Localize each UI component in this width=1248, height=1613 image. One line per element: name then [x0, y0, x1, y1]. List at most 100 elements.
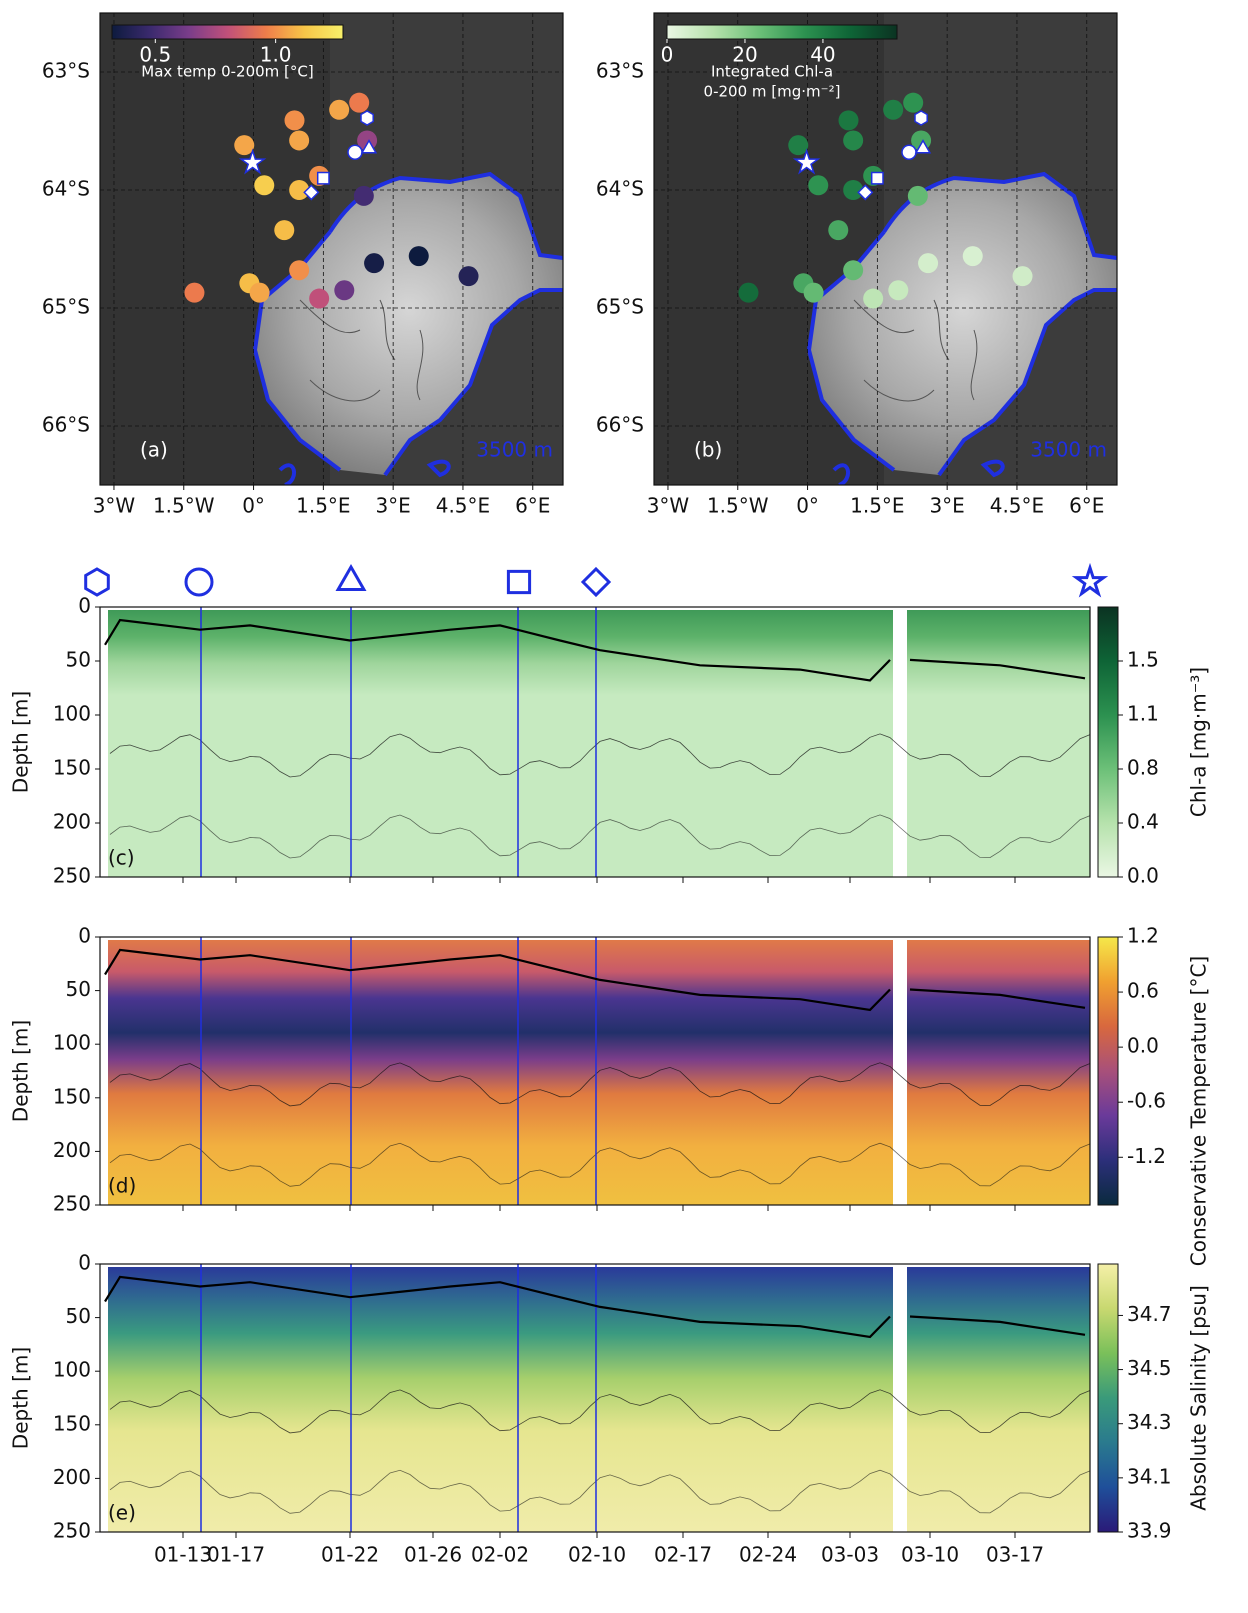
data-gap — [893, 1264, 907, 1532]
y-tick-label: 100 — [53, 1358, 91, 1382]
station-marker — [914, 110, 928, 126]
y-tick-label: 64°S — [596, 177, 644, 201]
x-tick-label: 0° — [796, 494, 819, 518]
track-point — [883, 99, 904, 120]
panel-label: (d) — [108, 1174, 136, 1198]
x-tick-label: 02-02 — [471, 1543, 529, 1567]
colorbar-tick-label: 1.1 — [1127, 702, 1159, 726]
track-point — [962, 246, 983, 267]
colorbar-tick-label: 0.6 — [1127, 979, 1159, 1003]
colorbar — [1097, 1263, 1119, 1533]
track-point — [254, 175, 275, 196]
x-tick-label: 1.5°W — [153, 494, 215, 518]
colorbar-tick-label: -0.6 — [1127, 1089, 1166, 1113]
y-axis-label: Depth [m] — [9, 691, 33, 793]
y-tick-label: 66°S — [596, 413, 644, 437]
panel-label: (a) — [140, 438, 168, 462]
track-point — [349, 92, 370, 113]
frame — [99, 12, 564, 486]
station-symbol — [335, 563, 367, 591]
frame — [653, 12, 1118, 486]
data-gap — [893, 607, 907, 877]
bathymetry — [100, 13, 563, 485]
x-tick-label: 02-24 — [739, 1543, 797, 1567]
track-point — [888, 280, 909, 301]
colorbar-label: Integrated Chl-a — [711, 63, 833, 81]
y-tick-label: 50 — [66, 648, 91, 672]
colorbar-tick-label: 1.0 — [260, 43, 292, 67]
station-marker — [303, 184, 320, 201]
x-tick-label: 03-10 — [901, 1543, 959, 1567]
station-symbol — [506, 569, 532, 595]
frame — [99, 606, 1091, 878]
track-point — [234, 135, 255, 156]
track-point — [903, 92, 924, 113]
colorbar-tick-label: 0 — [661, 43, 674, 67]
mixed-layer-line — [104, 1275, 1086, 1339]
x-tick-label: 1.5°E — [296, 494, 350, 518]
track-point — [274, 220, 295, 241]
x-tick-label: 3°E — [929, 494, 964, 518]
colorbar-tick-label: -1.2 — [1127, 1144, 1166, 1168]
isobath-label: 3500 m — [1030, 438, 1107, 462]
x-tick-label: 6°E — [515, 494, 550, 518]
track-point — [863, 288, 884, 309]
colorbar-tick-label: 0.8 — [1127, 756, 1159, 780]
y-tick-label: 200 — [53, 1465, 91, 1489]
y-tick-label: 50 — [66, 1304, 91, 1328]
isobath-label: 3500 m — [476, 438, 553, 462]
section-field — [108, 940, 1090, 1205]
x-tick-label: 4.5°E — [990, 494, 1044, 518]
track-point — [843, 260, 864, 281]
y-tick-label: 150 — [53, 1411, 91, 1435]
colorbar-tick-label: 20 — [732, 43, 757, 67]
x-tick-label: 4.5°E — [436, 494, 490, 518]
x-tick-label: 3°W — [647, 494, 690, 518]
track-point — [838, 110, 859, 131]
y-tick-label: 150 — [53, 756, 91, 780]
track-point — [408, 246, 429, 267]
track-point — [309, 288, 330, 309]
track-point — [284, 110, 305, 131]
y-axis-label: Depth [m] — [9, 1347, 33, 1449]
y-tick-label: 63°S — [42, 59, 90, 83]
panel-label: (b) — [694, 438, 722, 462]
track-point — [918, 253, 939, 274]
track-point — [289, 130, 310, 151]
track-point — [329, 99, 350, 120]
y-tick-label: 0 — [78, 924, 91, 948]
colorbar-label: 0-200 m [mg·m⁻²] — [704, 83, 841, 101]
station-marker — [870, 171, 884, 185]
track-point — [788, 135, 809, 156]
station-marker — [901, 144, 917, 160]
mixed-layer-line — [104, 948, 1086, 1012]
colorbar-tick-label: 1.2 — [1127, 924, 1159, 948]
track-point — [458, 266, 479, 287]
colorbar-tick-label: 33.9 — [1127, 1519, 1172, 1543]
track-point — [808, 175, 829, 196]
data-gap — [893, 937, 907, 1205]
station-marker — [360, 110, 374, 126]
y-tick-label: 100 — [53, 1031, 91, 1055]
x-tick-label: 01-17 — [207, 1543, 265, 1567]
x-tick-label: 1.5°W — [707, 494, 769, 518]
track-point — [1012, 266, 1033, 287]
colorbar-tick-label: 34.3 — [1127, 1410, 1172, 1434]
track-point — [738, 282, 759, 303]
station-symbol — [580, 566, 612, 598]
station-marker — [857, 184, 874, 201]
contour — [109, 1062, 1091, 1107]
contour — [109, 1469, 1091, 1514]
y-tick-label: 50 — [66, 977, 91, 1001]
x-tick-label: 6°E — [1069, 494, 1104, 518]
y-tick-label: 63°S — [596, 59, 644, 83]
x-tick-label: 0° — [242, 494, 265, 518]
y-tick-label: 250 — [53, 1192, 91, 1216]
y-tick-label: 250 — [53, 1519, 91, 1543]
y-tick-label: 100 — [53, 702, 91, 726]
track-point — [249, 282, 270, 303]
y-tick-label: 0 — [78, 1251, 91, 1275]
colorbar-label: Chl-a [mg·m⁻³] — [1187, 667, 1211, 817]
